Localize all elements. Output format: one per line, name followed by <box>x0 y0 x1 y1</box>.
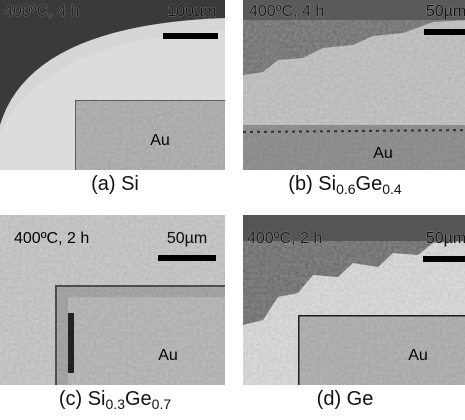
region-label: Au <box>408 347 428 364</box>
condition-label: 400ºC, 4 h <box>249 3 324 20</box>
condition-label: 400ºC, 2 h <box>14 230 89 247</box>
micrograph: 400ºC, 4 h 50µm Au <box>243 0 465 175</box>
region-label: Au <box>158 347 178 364</box>
caption-text: (c) Si <box>59 388 106 410</box>
caption-text: (b) Si <box>288 173 336 195</box>
micrograph: 400ºC, 2 h 50µm Au <box>243 215 465 390</box>
scale-label: 50µm <box>426 230 465 247</box>
caption-text: (d) Ge <box>317 388 374 410</box>
figure: 400ºC, 4 h 100µm Au 400ºC, 4 h 50µm Au 400ºC… <box>0 0 465 420</box>
caption: (d) Ge <box>317 388 374 410</box>
page: 400ºC, 4 h 100µm Au 400ºC, 4 h 50µm Au 400ºC… <box>0 0 465 420</box>
caption-subscript: 0.7 <box>152 396 172 412</box>
micrograph: 400ºC, 2 h 50µm Au <box>0 215 230 395</box>
caption: (a) Si <box>91 173 139 195</box>
caption-subscript: 0.3 <box>106 396 126 412</box>
region-label: Au <box>150 132 170 149</box>
scale-bar <box>424 29 465 35</box>
micrograph: 400ºC, 4 h 100µm Au <box>0 0 230 175</box>
scale-bar <box>163 33 218 39</box>
caption: (c) Si0.3Ge0.7 <box>59 388 172 412</box>
caption-text: Ge <box>356 173 383 195</box>
caption-subscript: 0.6 <box>336 181 356 197</box>
scale-bar <box>423 256 465 262</box>
condition-label: 400ºC, 4 h <box>4 3 79 20</box>
scale-label: 100µm <box>167 3 216 20</box>
caption: (b) Si0.6Ge0.4 <box>288 173 402 197</box>
condition-label: 400ºC, 2 h <box>247 230 322 247</box>
caption-subscript: 0.4 <box>382 181 402 197</box>
scale-bar <box>158 255 216 261</box>
caption-text: Ge <box>125 388 152 410</box>
caption-text: (a) Si <box>91 173 139 195</box>
region-label: Au <box>373 145 393 162</box>
scale-label: 50µm <box>167 230 207 247</box>
scale-label: 50µm <box>426 3 465 20</box>
